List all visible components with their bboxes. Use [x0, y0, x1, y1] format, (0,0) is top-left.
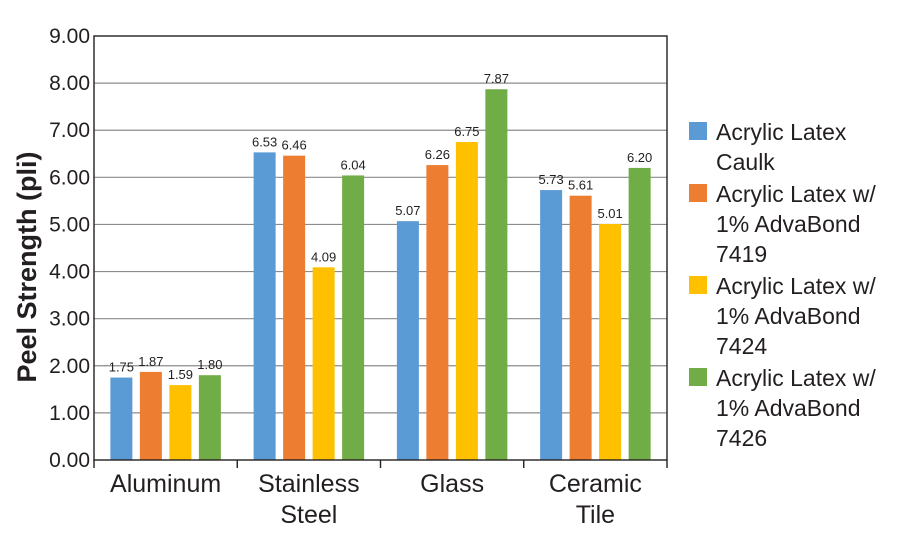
bars [110, 89, 651, 460]
y-tick-label: 9.00 [49, 25, 90, 48]
legend-label: 1% AdvaBond [716, 303, 861, 329]
data-labels: 1.75 1.87 1.59 1.80 6.53 6.46 4.09 6.04 5.07 6.26… [109, 71, 653, 382]
legend-label: Acrylic Latex w/ [716, 181, 876, 207]
bar [110, 377, 133, 460]
data-label: 5.07 [395, 203, 420, 218]
data-label: 6.53 [252, 134, 277, 149]
plot-frame [93, 35, 668, 468]
bar [198, 375, 221, 460]
legend-label: Caulk [716, 149, 775, 175]
bar [599, 223, 622, 460]
bar [342, 175, 365, 460]
x-category-label: Aluminum [110, 470, 221, 498]
gridlines [94, 82, 667, 414]
legend-label: 7424 [716, 333, 767, 359]
legend-label: 7426 [716, 425, 767, 451]
bar [485, 89, 508, 460]
y-tick-labels: 0.00 1.00 2.00 3.00 4.00 5.00 6.00 7.00 8.00 9.00 [49, 25, 90, 472]
x-category-labels: Aluminum Stainless Steel Glass Ceramic Tile [110, 470, 642, 529]
bar [396, 221, 419, 460]
data-label: 1.75 [109, 360, 134, 375]
data-label: 5.61 [568, 178, 593, 193]
x-category-label: Stainless [258, 470, 359, 498]
legend-label: Acrylic Latex w/ [716, 365, 876, 391]
y-tick-label: 1.00 [49, 402, 90, 425]
bar [253, 152, 276, 460]
legend-label: Acrylic Latex [716, 119, 847, 145]
legend-swatch [689, 368, 707, 386]
legend-swatch [689, 184, 707, 202]
data-label: 1.80 [197, 357, 222, 372]
legend-label: 1% AdvaBond [716, 395, 861, 421]
y-tick-label: 3.00 [49, 308, 90, 331]
x-category-label: Steel [280, 501, 337, 529]
data-label: 1.87 [138, 354, 163, 369]
data-label: 6.26 [425, 147, 450, 162]
data-label: 6.46 [281, 138, 306, 153]
y-tick-label: 2.00 [49, 355, 90, 378]
legend-label: Acrylic Latex w/ [716, 273, 876, 299]
data-label: 6.20 [627, 150, 652, 165]
bar [569, 195, 592, 460]
x-category-label: Ceramic [549, 470, 642, 498]
bar [169, 385, 192, 460]
legend-label: 1% AdvaBond [716, 211, 861, 237]
bar [426, 165, 449, 460]
data-label: 1.59 [168, 367, 193, 382]
legend-swatch [689, 276, 707, 294]
data-label: 5.73 [538, 172, 563, 187]
x-category-label: Tile [576, 501, 615, 529]
bar [139, 371, 162, 460]
bar [283, 155, 306, 460]
y-tick-label: 5.00 [49, 213, 90, 236]
x-category-label: Glass [420, 470, 484, 498]
y-tick-label: 6.00 [49, 166, 90, 189]
legend-swatch [689, 122, 707, 140]
legend-label: 7419 [716, 241, 767, 267]
y-tick-label: 7.00 [49, 119, 90, 142]
y-tick-label: 0.00 [49, 449, 90, 472]
data-label: 4.09 [311, 249, 336, 264]
bar [455, 142, 478, 460]
data-label: 6.75 [454, 124, 479, 139]
bar [312, 267, 335, 460]
y-tick-label: 8.00 [49, 72, 90, 95]
legend: Acrylic Latex Caulk Acrylic Latex w/1% Adv… [689, 119, 876, 451]
data-label: 7.87 [484, 71, 509, 86]
y-tick-label: 4.00 [49, 261, 90, 284]
y-axis-title: Peel Strength (pli) [12, 151, 42, 382]
bar [628, 167, 651, 460]
bar [540, 190, 563, 460]
data-label: 5.01 [597, 206, 622, 221]
data-label: 6.04 [340, 157, 365, 172]
